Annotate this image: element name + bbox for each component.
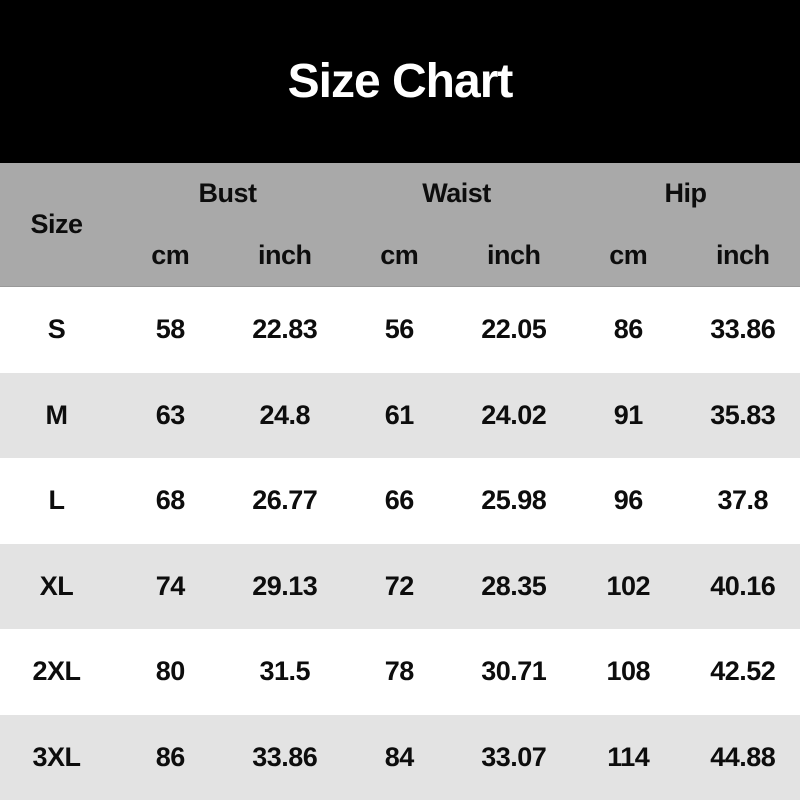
value-cell: 74 bbox=[155, 570, 186, 601]
size-cell: S bbox=[47, 314, 66, 345]
value-cell: 96 bbox=[613, 485, 644, 516]
value-cell: 30.71 bbox=[481, 656, 547, 687]
value-cell: 35.83 bbox=[710, 399, 776, 430]
value-cell: 68 bbox=[155, 485, 186, 516]
value-cell: 63 bbox=[155, 399, 186, 430]
title-band: Size Chart bbox=[0, 0, 800, 163]
value-cell: 37.8 bbox=[717, 485, 769, 516]
value-cell: 24.02 bbox=[481, 399, 547, 430]
value-cell: 102 bbox=[606, 570, 651, 601]
waist-cm-header: cm bbox=[380, 239, 419, 270]
waist-group-header: Waist bbox=[422, 178, 491, 209]
page-title: Size Chart bbox=[287, 55, 514, 108]
table-row: 3XL 86 33.86 84 33.07 114 44.88 bbox=[0, 714, 800, 800]
table-body: S 58 22.83 56 22.05 86 33.86 M 63 24.8 6… bbox=[0, 287, 800, 800]
value-cell: 25.98 bbox=[481, 485, 547, 516]
value-cell: 56 bbox=[384, 314, 415, 345]
value-cell: 40.16 bbox=[710, 570, 776, 601]
table-row: L 68 26.77 66 25.98 96 37.8 bbox=[0, 458, 800, 544]
value-cell: 91 bbox=[613, 399, 644, 430]
value-cell: 24.8 bbox=[259, 399, 311, 430]
waist-inch-header: inch bbox=[486, 239, 541, 270]
value-cell: 61 bbox=[384, 399, 415, 430]
bust-group-header: Bust bbox=[198, 178, 258, 209]
value-cell: 31.5 bbox=[259, 656, 311, 687]
value-cell: 44.88 bbox=[710, 741, 776, 772]
table-header: Size Bust Waist Hip cm inch cm inch cm i… bbox=[0, 163, 800, 287]
value-cell: 108 bbox=[606, 656, 651, 687]
hip-cm-header: cm bbox=[609, 239, 648, 270]
size-column-header: Size bbox=[30, 209, 83, 239]
value-cell: 72 bbox=[384, 570, 415, 601]
size-cell: L bbox=[48, 485, 66, 516]
value-cell: 86 bbox=[155, 741, 186, 772]
hip-inch-header: inch bbox=[715, 239, 770, 270]
value-cell: 33.86 bbox=[252, 741, 318, 772]
size-cell: XL bbox=[39, 570, 74, 601]
value-cell: 66 bbox=[384, 485, 415, 516]
table-row: 2XL 80 31.5 78 30.71 108 42.52 bbox=[0, 629, 800, 715]
value-cell: 29.13 bbox=[252, 570, 318, 601]
value-cell: 22.83 bbox=[252, 314, 318, 345]
value-cell: 42.52 bbox=[710, 656, 776, 687]
value-cell: 22.05 bbox=[481, 314, 547, 345]
value-cell: 80 bbox=[155, 656, 186, 687]
value-cell: 86 bbox=[613, 314, 644, 345]
size-cell: 2XL bbox=[32, 656, 81, 687]
table-row: XL 74 29.13 72 28.35 102 40.16 bbox=[0, 543, 800, 629]
value-cell: 78 bbox=[384, 656, 415, 687]
value-cell: 58 bbox=[155, 314, 186, 345]
table-row: S 58 22.83 56 22.05 86 33.86 bbox=[0, 287, 800, 373]
value-cell: 114 bbox=[607, 741, 650, 772]
bust-inch-header: inch bbox=[257, 239, 312, 270]
bust-cm-header: cm bbox=[151, 239, 190, 270]
value-cell: 26.77 bbox=[252, 485, 318, 516]
size-cell: 3XL bbox=[32, 741, 81, 772]
value-cell: 33.07 bbox=[481, 741, 547, 772]
value-cell: 28.35 bbox=[481, 570, 547, 601]
size-cell: M bbox=[45, 399, 69, 430]
value-cell: 33.86 bbox=[710, 314, 776, 345]
hip-group-header: Hip bbox=[664, 178, 708, 209]
value-cell: 84 bbox=[384, 741, 415, 772]
table-row: M 63 24.8 61 24.02 91 35.83 bbox=[0, 372, 800, 458]
